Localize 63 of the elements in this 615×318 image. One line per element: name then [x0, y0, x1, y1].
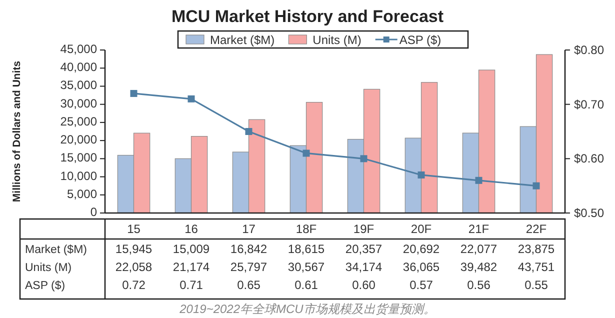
data-label: 18,615 — [288, 242, 325, 256]
y-tick-label: 20,000 — [60, 132, 98, 147]
data-label: 22,058 — [115, 260, 152, 274]
data-label: 23,875 — [518, 242, 555, 256]
point — [360, 155, 368, 162]
x-tick-label: 19F — [353, 222, 374, 236]
point — [302, 150, 310, 157]
point — [418, 171, 425, 178]
x-tick-label: 22F — [526, 222, 547, 236]
data-label: 15,945 — [115, 242, 152, 256]
data-label: 36,065 — [402, 260, 440, 274]
y-tick-label: 15,000 — [60, 150, 98, 165]
y2-tick-label: $0.80 — [574, 43, 604, 57]
data-label: 21,174 — [172, 260, 210, 274]
x-tick-label: 16 — [184, 222, 198, 236]
y2-tick-label: $0.70 — [574, 97, 604, 112]
x-tick-label: 17 — [242, 222, 256, 236]
point — [475, 176, 482, 184]
y-tick-label: 30,000 — [60, 96, 98, 110]
text: ASP ($) — [25, 280, 66, 292]
point — [188, 95, 195, 102]
y2-tick-label: $0.60 — [574, 152, 604, 166]
data-label: 39,482 — [460, 260, 498, 274]
data-label: 16,842 — [230, 242, 268, 256]
x-tick-label: 15 — [127, 222, 141, 236]
point — [532, 182, 540, 190]
point — [130, 90, 138, 97]
data-label: 0.71 — [180, 278, 204, 292]
y-tick-label: 10,000 — [60, 168, 98, 183]
x-tick-label: 21F — [468, 222, 490, 236]
data-label: 0.61 — [294, 278, 318, 292]
point — [245, 128, 252, 135]
data-label: 43,751 — [518, 260, 555, 274]
legend-label: Market ($M) — [210, 33, 275, 47]
data-label: 20,357 — [345, 242, 382, 256]
y-tick-label: 5,000 — [66, 186, 98, 201]
data-label: 0.65 — [237, 278, 261, 292]
y-tick-label: 45,000 — [60, 42, 98, 56]
legend-label: ASP ($) — [399, 33, 442, 47]
text: Market ($M) — [25, 244, 87, 256]
text: Units (M) — [25, 262, 72, 274]
data-label: 0.72 — [122, 278, 146, 292]
data-label: 0.55 — [524, 278, 548, 292]
data-label: 0.56 — [467, 278, 491, 292]
y-tick-label: 35,000 — [60, 78, 98, 92]
data-label: 22,077 — [460, 242, 498, 256]
legend-label: Units (M) — [312, 33, 362, 47]
x-tick-label: 18F — [296, 222, 317, 236]
chart-title: MCU Market History and Forecast — [171, 7, 444, 26]
y2-tick-label: $0.50 — [574, 206, 604, 220]
data-label: 0.60 — [352, 278, 376, 292]
y-tick-label: 25,000 — [60, 114, 98, 128]
data-label: 20,692 — [402, 242, 440, 256]
x-tick-label: 20F — [410, 222, 432, 236]
y-tick-label: 0 — [90, 205, 98, 219]
data-label: 15,009 — [172, 242, 210, 256]
data-label: 0.57 — [410, 278, 434, 292]
data-label: 30,567 — [288, 260, 325, 274]
y-axis-title: Millions of Dollars and Units — [11, 60, 23, 202]
text: 2019~2022年全球MCU市场规模及出货量预测。 — [178, 302, 436, 316]
data-label: 34,174 — [345, 260, 382, 274]
data-label: 25,797 — [230, 260, 268, 274]
y-tick-label: 40,000 — [60, 60, 98, 74]
